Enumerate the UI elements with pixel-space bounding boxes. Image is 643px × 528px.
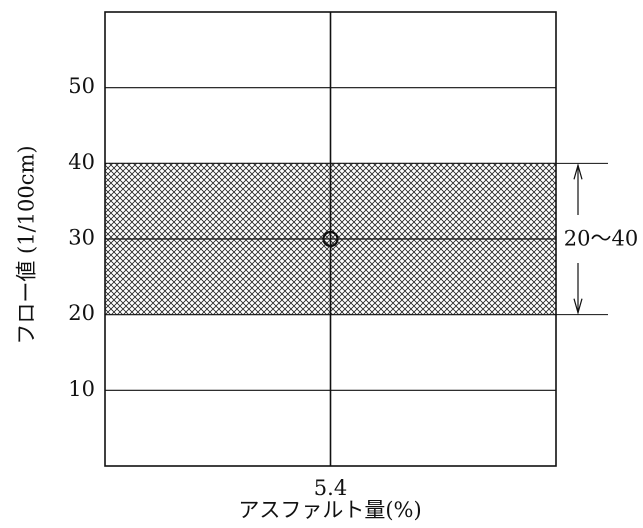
data-point-layer bbox=[322, 230, 339, 248]
y-tick-label-30: 30 bbox=[68, 226, 95, 250]
plot-frame bbox=[104, 11, 557, 467]
grid-layer bbox=[105, 12, 556, 466]
range-arrowhead-bottom bbox=[573, 298, 583, 315]
y-tick-label-50: 50 bbox=[68, 74, 95, 98]
y-axis-title: フロー値 (1/100cm) bbox=[15, 145, 39, 344]
y-tick-label-20: 20 bbox=[68, 301, 95, 325]
tick-label-layer: 10 20 30 40 50 5.4 bbox=[68, 74, 347, 500]
range-arrowhead-top bbox=[573, 163, 583, 180]
plot-frame-layer bbox=[104, 11, 557, 467]
range-label: 20〜40 bbox=[564, 227, 638, 251]
y-tick-label-40: 40 bbox=[68, 150, 95, 174]
x-axis-title: アスファルト量(%) bbox=[238, 498, 421, 522]
annotation-layer: 20〜40 bbox=[556, 162, 638, 316]
x-tick-label-0: 5.4 bbox=[314, 476, 347, 500]
y-tick-label-10: 10 bbox=[68, 377, 95, 401]
data-point-0-0 bbox=[322, 230, 339, 248]
